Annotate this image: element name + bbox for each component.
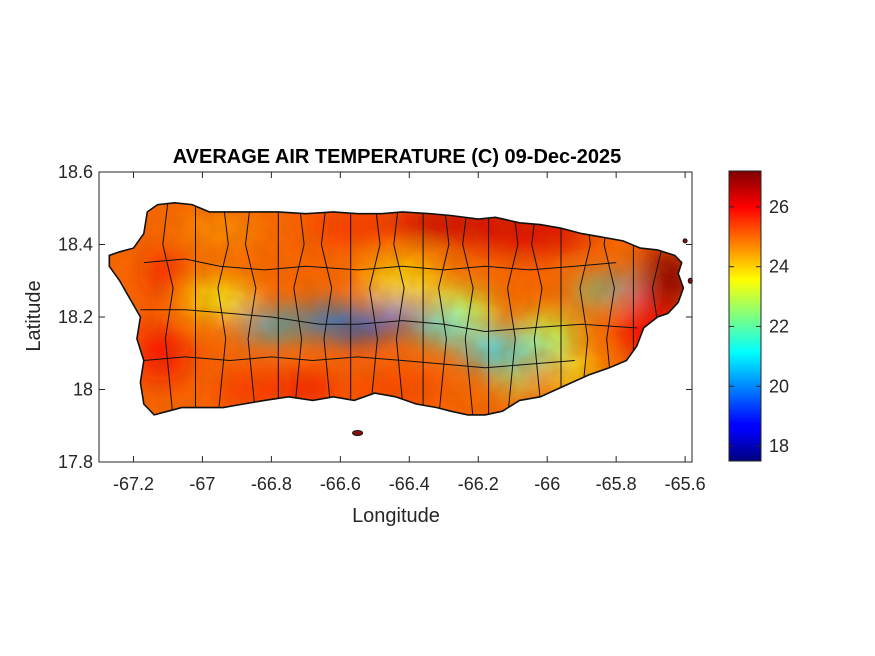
y-tick-label: 18.6 [58, 162, 93, 182]
x-tick-label: -65.6 [665, 474, 706, 494]
municipality-border [438, 202, 450, 415]
chart-title: AVERAGE AIR TEMPERATURE (C) 09-Dec-2025 [173, 146, 622, 168]
plot-area [98, 171, 693, 463]
small-islets [352, 238, 693, 436]
municipality-borders [140, 202, 664, 415]
municipality-border [369, 202, 381, 415]
y-tick-label: 18.2 [58, 307, 93, 327]
colorbar-gradient [728, 170, 762, 462]
colorbar-tick-label: 24 [769, 257, 789, 277]
municipality-border [140, 309, 637, 333]
x-tick-label: -66.2 [458, 474, 499, 494]
colorbar-ticks: 18 20 22 24 26 [729, 197, 789, 456]
municipality-border [162, 202, 174, 415]
x-tick-label: -66.8 [251, 474, 292, 494]
x-tick-label: -67.2 [113, 474, 154, 494]
x-axis-ticks: -67.2 -67 -66.8 -66.6 -66.4 -66.2 -66 -65.8 -65.… [113, 172, 706, 494]
x-tick-label: -67 [189, 474, 215, 494]
municipality-border [506, 202, 519, 415]
islet [352, 430, 364, 436]
colorbar-tick-label: 22 [769, 316, 789, 336]
municipality-border [393, 202, 405, 415]
municipality-border [217, 202, 229, 415]
islet [687, 277, 693, 284]
municipality-border [244, 202, 257, 415]
colorbar-tick-label: 26 [769, 197, 789, 217]
y-tick-label: 18.4 [58, 235, 93, 255]
y-axis-ticks: 17.8 18 18.2 18.4 18.6 [58, 162, 692, 472]
x-tick-label: -65.8 [596, 474, 637, 494]
municipality-border [320, 202, 333, 415]
x-axis-label: Longitude [352, 505, 440, 527]
municipality-border [462, 202, 474, 415]
municipality-border [531, 202, 543, 415]
municipality-border [143, 356, 575, 369]
islet [682, 238, 688, 244]
y-tick-label: 18 [73, 380, 93, 400]
y-axis-label: Latitude [23, 280, 45, 351]
colorbar-tick-label: 20 [769, 376, 789, 396]
y-tick-label: 17.8 [58, 452, 93, 472]
municipality-border [293, 202, 305, 415]
colorbar-tick-label: 18 [769, 436, 789, 456]
x-tick-label: -66 [534, 474, 560, 494]
colorbar: 18 20 22 24 26 [728, 170, 789, 462]
island-outline [108, 201, 685, 416]
x-tick-label: -66.6 [320, 474, 361, 494]
x-tick-label: -66.4 [389, 474, 430, 494]
